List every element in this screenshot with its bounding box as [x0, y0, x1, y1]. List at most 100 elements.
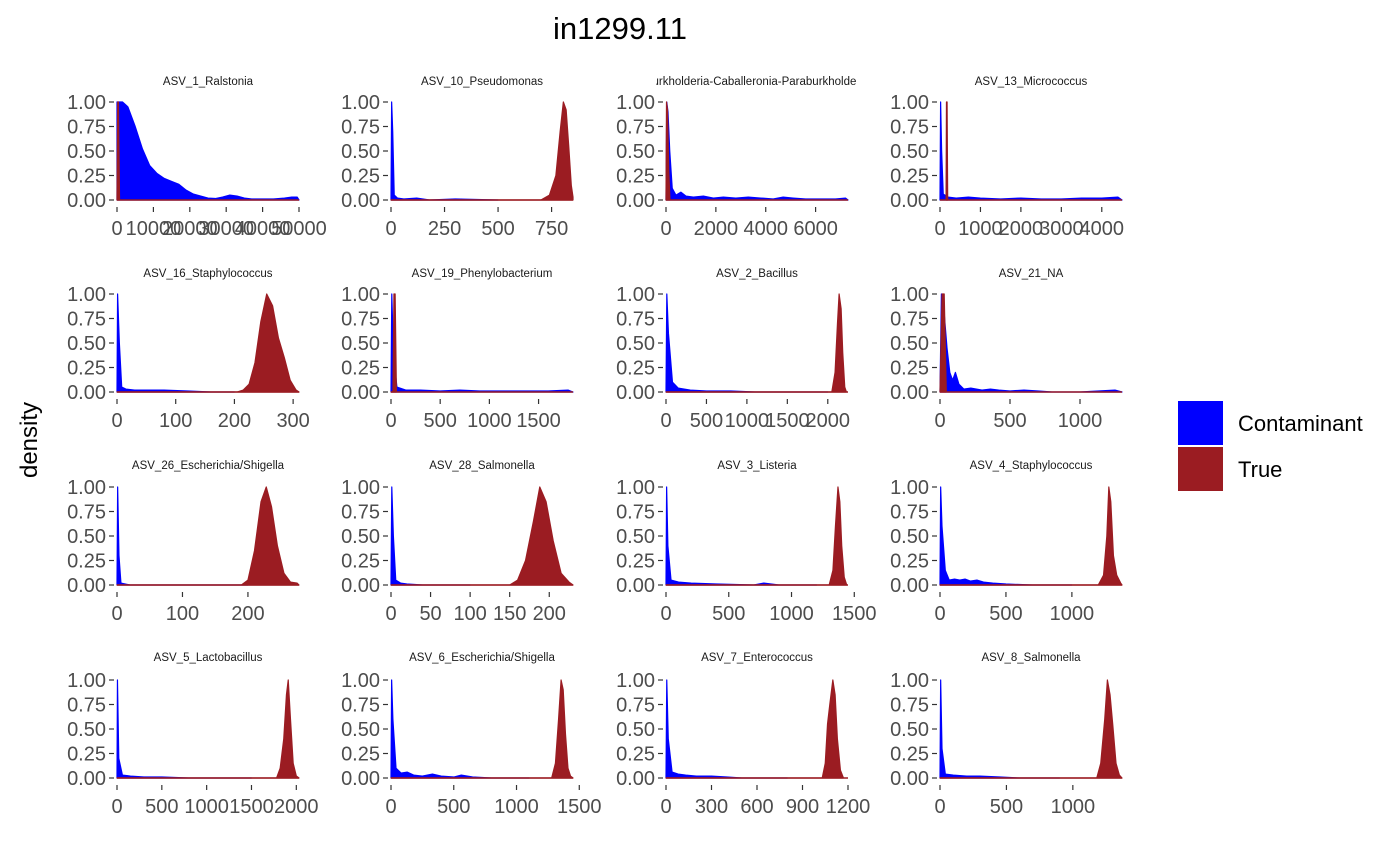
y-tick-label: 0.25	[890, 551, 929, 573]
y-tick-label: 1.00	[341, 92, 380, 114]
facet-panel: ASV_8_Salmonella 0.000.25 0.500.75 1.00 0 500…	[890, 652, 1123, 818]
x-tick-label: 600	[740, 796, 773, 818]
y-tick-label: 0.25	[67, 744, 106, 766]
y-tick-label: 0.50	[890, 333, 929, 355]
facet-label: ASV_26_Escherichia/Shigella	[132, 460, 285, 472]
contaminant-density-area	[390, 101, 499, 201]
x-tick-label: 300	[695, 796, 728, 818]
contaminant-density-area	[939, 293, 1123, 393]
x-tick-label: 1500	[557, 796, 602, 818]
contaminant-density-area	[116, 486, 249, 586]
x-tick-label: 500	[145, 796, 178, 818]
y-tick-label: 0.25	[67, 358, 106, 380]
facet-panel: Burkholderia-Caballeronia-Paraburkholder…	[616, 76, 856, 240]
y-tick-label: 0.00	[67, 382, 106, 404]
y-tick-label: 0.50	[341, 141, 380, 163]
x-tick-label: 0	[385, 796, 396, 818]
facet-panel: ASV_5_Lactobacillus 0.000.25 0.500.75 1.00 0…	[67, 652, 318, 818]
x-tick-label: 1000	[958, 218, 1003, 240]
facet-label: ASV_28_Salmonella	[429, 460, 535, 472]
true-density-area	[116, 679, 300, 779]
y-tick-label: 0.75	[616, 309, 655, 331]
y-tick-label: 0.25	[341, 358, 380, 380]
contaminant-density-area	[939, 679, 1061, 779]
facet-panel: ASV_26_Escherichia/Shigella0.000.250.500…	[67, 460, 300, 625]
legend-key-true	[1178, 447, 1223, 491]
x-tick-label: 1500	[832, 603, 877, 625]
y-tick-label: 0.75	[341, 117, 380, 139]
y-tick-label: 1.00	[616, 284, 655, 306]
y-tick-label: 0.00	[890, 382, 929, 404]
y-tick-label: 0.25	[616, 744, 655, 766]
x-tick-label: 1500	[229, 796, 274, 818]
legend-label-true: True	[1238, 457, 1282, 482]
contaminant-density-area	[665, 486, 818, 586]
true-density-area	[390, 486, 574, 586]
y-tick-label: 1.00	[67, 477, 106, 499]
true-density-area	[939, 679, 1123, 779]
x-tick-label: 200	[533, 603, 566, 625]
facet-panel: ASV_6_Escherichia/Shigella 0.000.25 0.500.…	[341, 652, 601, 818]
true-density-area	[116, 101, 121, 201]
y-tick-label: 1.00	[890, 92, 929, 114]
y-tick-label: 0.50	[67, 141, 106, 163]
true-density-area	[665, 679, 845, 779]
y-tick-label: 0.00	[67, 190, 106, 212]
y-tick-label: 0.75	[616, 695, 655, 717]
facet-panel: ASV_21_NA 0.000.25 0.500.75 1.00 0 500 1000	[890, 268, 1123, 432]
x-tick-label: 100	[166, 603, 199, 625]
y-tick-label: 0.50	[616, 141, 655, 163]
x-tick-label: 500	[481, 218, 514, 240]
y-tick-label: 0.75	[890, 695, 929, 717]
y-tick-label: 0.50	[341, 719, 380, 741]
facet-panel: ASV_10_Pseudomonas 0.000.25 0.500.75 1.00 0 2…	[341, 76, 574, 240]
x-tick-label: 900	[786, 796, 819, 818]
y-tick-label: 0.75	[890, 117, 929, 139]
x-tick-label: 0	[111, 603, 122, 625]
x-tick-label: 750	[535, 218, 568, 240]
legend-label-contaminant: Contaminant	[1238, 411, 1363, 436]
x-tick-label: 500	[990, 796, 1023, 818]
x-tick-label: 500	[690, 410, 723, 432]
x-tick-label: 200	[218, 410, 251, 432]
x-tick-label: 0	[660, 218, 671, 240]
x-tick-label: 10000	[126, 218, 182, 240]
y-tick-label: 0.75	[341, 502, 380, 524]
x-tick-label: 1000	[769, 603, 814, 625]
true-density-area	[939, 486, 1123, 586]
y-tick-label: 0.00	[890, 768, 929, 790]
y-tick-label: 0.00	[67, 575, 106, 597]
legend-key-contaminant	[1178, 401, 1223, 445]
facet-panel: ASV_28_Salmonella 0.000.25 0.500.75 1.00 0 50…	[341, 460, 574, 625]
contaminant-density-area	[116, 679, 253, 779]
contaminant-density-area	[116, 293, 236, 393]
y-tick-label: 0.75	[616, 502, 655, 524]
x-tick-label: 1000	[467, 410, 512, 432]
x-tick-label: 3000	[1039, 218, 1084, 240]
x-tick-label: 500	[712, 603, 745, 625]
x-tick-label: 6000	[793, 218, 838, 240]
facet-label: ASV_8_Salmonella	[981, 652, 1081, 664]
y-tick-label: 0.50	[341, 526, 380, 548]
contaminant-density-area	[390, 679, 530, 779]
y-tick-label: 0.75	[67, 502, 106, 524]
y-tick-label: 1.00	[890, 477, 929, 499]
y-tick-label: 1.00	[67, 92, 106, 114]
facet-panel: ASV_7_Enterococcus 0.000.25 0.500.75 1.00 0 3…	[616, 652, 870, 818]
y-tick-label: 0.75	[616, 117, 655, 139]
true-density-area	[390, 101, 574, 201]
y-tick-label: 0.00	[890, 575, 929, 597]
facet-label: ASV_6_Escherichia/Shigella	[409, 652, 555, 664]
true-density-area	[665, 486, 848, 586]
y-tick-label: 0.00	[616, 575, 655, 597]
y-tick-label: 0.00	[616, 768, 655, 790]
x-tick-label: 4000	[1080, 218, 1125, 240]
contaminant-density-area	[116, 101, 300, 201]
y-tick-label: 0.25	[67, 551, 106, 573]
x-tick-label: 500	[993, 410, 1026, 432]
y-tick-label: 0.50	[890, 719, 929, 741]
facet-panel: ASV_13_Micrococcus 0.000.25 0.500.75 1.00 0 1…	[890, 76, 1124, 240]
y-tick-label: 0.00	[616, 190, 655, 212]
